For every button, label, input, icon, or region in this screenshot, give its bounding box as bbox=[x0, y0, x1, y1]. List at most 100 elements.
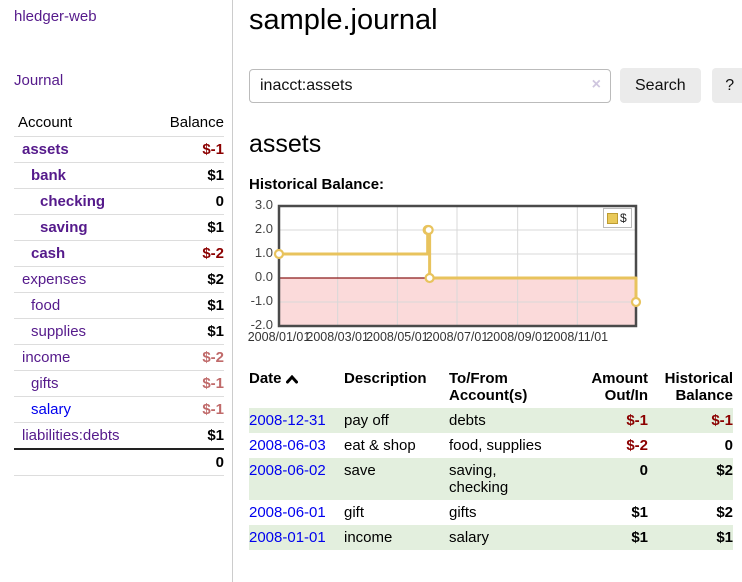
transaction-amount: 0 bbox=[639, 462, 648, 479]
transaction-description: pay off bbox=[344, 408, 449, 433]
transaction-accounts: saving, checking bbox=[449, 458, 578, 500]
balance-column-header: Historical Balance bbox=[664, 370, 733, 404]
x-axis-tick-label: 2008/01/01 bbox=[247, 330, 311, 344]
sidebar-account-income[interactable]: income bbox=[22, 349, 71, 366]
transaction-balance: $-1 bbox=[711, 412, 733, 429]
data-point-marker bbox=[273, 248, 285, 260]
account-balance: $-2 bbox=[202, 349, 224, 366]
legend-series-label: $ bbox=[620, 211, 627, 225]
y-axis-tick-label: -2.0 bbox=[250, 317, 273, 332]
sidebar-account-expenses[interactable]: expenses bbox=[22, 271, 87, 288]
transaction-balance: $1 bbox=[716, 529, 733, 546]
transaction-accounts: food, supplies bbox=[449, 437, 542, 454]
transaction-amount: $-2 bbox=[626, 437, 648, 454]
y-axis-tick-label: 3.0 bbox=[254, 197, 273, 212]
main-content: sample.journal × Search ? assets Histori… bbox=[233, 0, 742, 582]
transaction-description: save bbox=[344, 458, 449, 500]
sidebar-account-checking[interactable]: checking bbox=[40, 193, 106, 210]
sidebar-account-gifts[interactable]: gifts bbox=[31, 375, 59, 392]
account-balance: $1 bbox=[207, 167, 224, 184]
accounts-total-row: 0 bbox=[14, 448, 224, 476]
transaction-amount: $1 bbox=[631, 529, 648, 546]
transaction-accounts: gifts bbox=[449, 504, 477, 521]
table-row: assets $-1 bbox=[14, 136, 224, 162]
transaction-description: income bbox=[344, 525, 449, 550]
table-row: cash $-2 bbox=[14, 240, 224, 266]
data-point-marker bbox=[423, 224, 434, 236]
description-column-header: Description bbox=[344, 370, 427, 387]
transaction-date-link[interactable]: 2008-06-01 bbox=[249, 504, 326, 521]
transactions-table: Date Description To/From Account(s) Amou… bbox=[249, 368, 733, 550]
table-row: supplies $1 bbox=[14, 318, 224, 344]
transaction-amount: $1 bbox=[631, 504, 648, 521]
x-axis-tick-label: 2008/07/01 bbox=[425, 330, 489, 344]
table-row: saving $1 bbox=[14, 214, 224, 240]
accounts-column-header: To/From Account(s) bbox=[449, 370, 528, 404]
x-axis-tick-label: 2008/05/01 bbox=[366, 330, 429, 344]
sidebar-account-liabilities-debts[interactable]: liabilities:debts bbox=[22, 427, 120, 444]
sidebar-account-supplies[interactable]: supplies bbox=[31, 323, 87, 340]
account-balance: $-1 bbox=[202, 401, 224, 418]
account-balance: $2 bbox=[207, 271, 224, 288]
table-row: liabilities:debts $1 bbox=[14, 422, 224, 448]
table-row: salary $-1 bbox=[14, 396, 224, 422]
app-title-link[interactable]: hledger-web bbox=[14, 8, 97, 25]
table-row: checking 0 bbox=[14, 188, 224, 214]
account-balance: $-1 bbox=[202, 375, 224, 392]
sidebar-account-food[interactable]: food bbox=[31, 297, 61, 314]
sidebar-accounts-table: Account Balance assets $-1 bank $1 check… bbox=[14, 110, 224, 476]
sidebar-account-bank[interactable]: bank bbox=[31, 167, 67, 184]
search-button[interactable]: Search bbox=[620, 68, 701, 103]
transaction-balance: 0 bbox=[724, 437, 733, 454]
search-input[interactable] bbox=[249, 68, 611, 103]
historical-balance-chart: 3.0 2.0 1.0 0.0 -1.0 -2.0 2008/01/01 2008/03/01… bbox=[247, 198, 742, 348]
balance-column-header: Balance bbox=[169, 114, 224, 131]
transaction-row: 2008-06-03 eat & shop food, supplies $-2… bbox=[249, 433, 733, 458]
page-title: sample.journal bbox=[249, 4, 438, 36]
sidebar: hledger-web Journal Account Balance asse… bbox=[0, 0, 233, 582]
transaction-row: 2008-01-01 income salary $1 $1 bbox=[249, 525, 733, 550]
clear-search-icon[interactable]: × bbox=[591, 75, 601, 93]
transaction-date-link[interactable]: 2008-12-31 bbox=[249, 412, 326, 429]
account-balance: $1 bbox=[207, 219, 224, 236]
transaction-date-link[interactable]: 2008-01-01 bbox=[249, 529, 326, 546]
transaction-accounts: debts bbox=[449, 408, 578, 433]
data-point-marker bbox=[424, 272, 435, 284]
account-balance: $1 bbox=[207, 427, 224, 444]
y-axis-tick-label: 0.0 bbox=[254, 269, 273, 284]
account-heading: assets bbox=[249, 130, 322, 158]
y-axis-tick-label: -1.0 bbox=[250, 293, 273, 308]
transaction-date-link[interactable]: 2008-06-03 bbox=[249, 437, 326, 454]
account-balance: $-2 bbox=[202, 245, 224, 262]
transactions-header-row: Date Description To/From Account(s) Amou… bbox=[249, 368, 733, 408]
transaction-row: 2008-06-02 save saving, checking 0 $2 bbox=[249, 458, 733, 500]
sidebar-item-journal[interactable]: Journal bbox=[14, 72, 64, 89]
y-axis-tick-label: 1.0 bbox=[254, 245, 273, 260]
account-balance: $-1 bbox=[202, 141, 224, 158]
chart-plot bbox=[273, 204, 642, 328]
account-column-header: Account bbox=[18, 114, 73, 131]
table-row: food $1 bbox=[14, 292, 224, 318]
sidebar-account-saving[interactable]: saving bbox=[40, 219, 88, 236]
table-row: bank $1 bbox=[14, 162, 224, 188]
sidebar-account-cash[interactable]: cash bbox=[31, 245, 66, 262]
account-balance: $1 bbox=[207, 323, 224, 340]
y-axis-tick-label: 2.0 bbox=[254, 221, 273, 236]
account-balance: 0 bbox=[215, 193, 224, 210]
transaction-balance: $2 bbox=[716, 462, 733, 479]
legend-series-swatch bbox=[607, 212, 618, 224]
date-column-header[interactable]: Date bbox=[249, 368, 344, 408]
sidebar-account-assets[interactable]: assets bbox=[22, 141, 69, 158]
table-row: gifts $-1 bbox=[14, 370, 224, 396]
transaction-description: gift bbox=[344, 504, 365, 521]
account-balance: $1 bbox=[207, 297, 224, 314]
chart-caption: Historical Balance: bbox=[249, 176, 385, 193]
amount-column-header: Amount Out/In bbox=[591, 370, 648, 404]
accounts-total-value: 0 bbox=[215, 454, 224, 471]
help-button[interactable]: ? bbox=[711, 68, 742, 103]
sidebar-account-salary[interactable]: salary bbox=[31, 401, 72, 418]
accounts-table-header: Account Balance bbox=[14, 110, 224, 136]
transaction-date-link[interactable]: 2008-06-02 bbox=[249, 462, 326, 479]
x-axis-tick-label: 2008/11/01 bbox=[546, 330, 609, 344]
